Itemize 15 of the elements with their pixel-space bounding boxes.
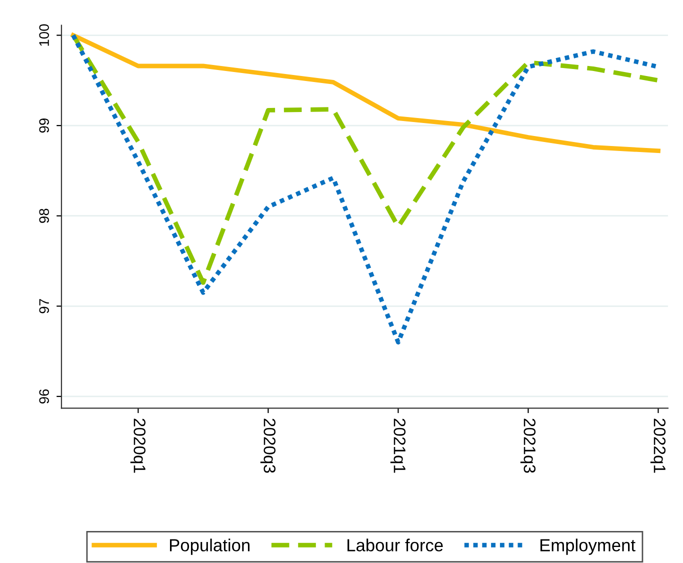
line-series (70, 33, 660, 285)
x-tick-label: 2020q3 (260, 418, 276, 473)
x-tick-label: 2022q1 (650, 418, 666, 473)
y-tick-label: 98 (39, 208, 50, 223)
y-tick-label: 96 (39, 389, 50, 404)
y-tick-label: 97 (39, 299, 50, 314)
x-tick-label: 2021q1 (390, 418, 406, 473)
x-tick-label: 2020q1 (130, 418, 146, 473)
legend-label: Population (170, 538, 250, 555)
y-tick-label: 100 (39, 24, 50, 46)
legend-label: Labour force (348, 538, 443, 552)
x-tick-label: 2021q3 (520, 418, 536, 473)
line-series (70, 33, 660, 154)
legend-label: Employment (540, 538, 636, 555)
y-tick-label: 99 (39, 118, 50, 133)
